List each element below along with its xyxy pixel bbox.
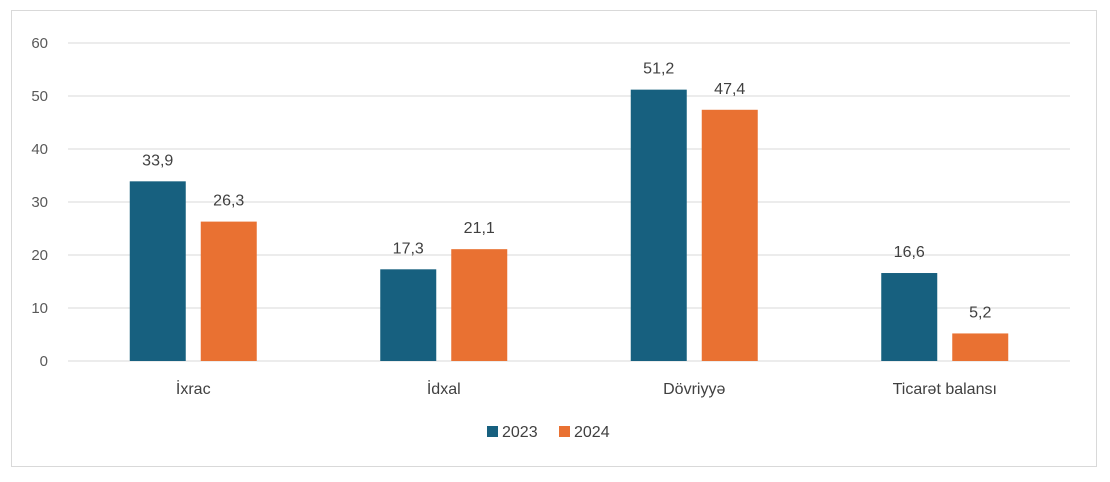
y-tick-label: 10 xyxy=(31,300,48,317)
y-tick-label: 50 xyxy=(31,88,48,105)
data-label: 26,3 xyxy=(213,193,244,210)
legend-label: 2024 xyxy=(574,424,610,441)
bar-2024-0 xyxy=(200,221,257,361)
legend-swatch-2024 xyxy=(559,426,570,437)
x-category-label: Ticarət balansı xyxy=(893,381,997,398)
y-tick-label: 40 xyxy=(31,141,48,158)
bar-2024-3 xyxy=(952,333,1009,361)
bar-2023-1 xyxy=(380,269,437,361)
y-tick-label: 20 xyxy=(31,247,48,264)
data-labels: 33,9 26,3 17,3 21,1 51,2 47,4 16,6 5,2 xyxy=(142,61,991,322)
bar-2023-0 xyxy=(129,181,186,361)
chart-frame xyxy=(11,10,1097,467)
x-category-label: Dövriyyə xyxy=(663,381,725,398)
legend-swatch-2023 xyxy=(487,426,498,437)
y-axis-ticks: 0 10 20 30 40 50 60 xyxy=(31,35,48,370)
legend: 2023 2024 xyxy=(487,424,610,441)
data-label: 33,9 xyxy=(142,152,173,169)
bar-2024-1 xyxy=(451,249,508,361)
bar-2024-2 xyxy=(701,109,758,361)
data-label: 5,2 xyxy=(969,304,991,321)
x-category-label: İxrac xyxy=(176,379,211,398)
bars xyxy=(129,89,1009,361)
bar-2023-3 xyxy=(881,273,938,361)
y-tick-label: 0 xyxy=(40,353,48,370)
y-tick-label: 30 xyxy=(31,194,48,211)
x-axis-categories: İxrac İdxal Dövriyyə Ticarət balansı xyxy=(176,379,997,398)
bar-2023-2 xyxy=(630,89,687,361)
y-tick-label: 60 xyxy=(31,35,48,52)
data-label: 16,6 xyxy=(894,244,925,261)
x-category-label: İdxal xyxy=(427,379,461,398)
data-label: 51,2 xyxy=(643,61,674,78)
data-label: 21,1 xyxy=(464,220,495,237)
legend-label: 2023 xyxy=(502,424,538,441)
data-label: 47,4 xyxy=(714,81,745,98)
data-label: 17,3 xyxy=(393,240,424,257)
